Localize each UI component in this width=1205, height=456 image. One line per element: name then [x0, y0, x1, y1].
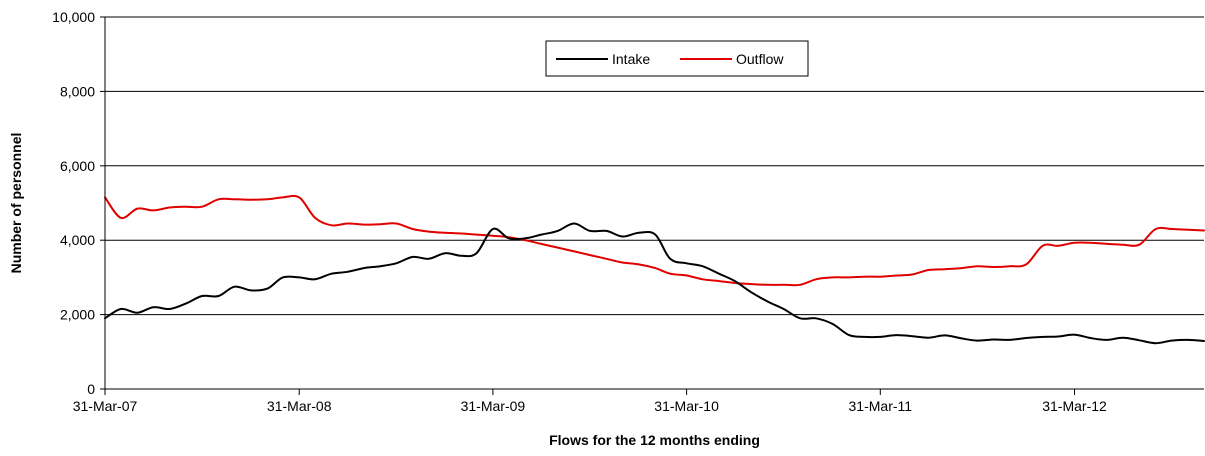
- x-tick-label: 31-Mar-11: [849, 398, 913, 414]
- x-tick-label: 31-Mar-12: [1042, 398, 1107, 414]
- y-tick-label: 2,000: [60, 307, 95, 323]
- series-line-intake: [104, 222, 1205, 345]
- series-line-outflow: [104, 194, 1205, 287]
- y-axis-ticks: 0 2,000 4,000 6,000 8,000 10,000: [52, 9, 105, 397]
- axes: [104, 17, 1204, 390]
- legend-label-outflow: Outflow: [736, 51, 784, 67]
- legend-label-intake: Intake: [612, 51, 650, 67]
- series-layer: [104, 194, 1205, 345]
- x-axis-ticks: 31-Mar-07 31-Mar-08 31-Mar-09 31-Mar-10 31-M…: [73, 389, 1107, 414]
- y-tick-label: 8,000: [60, 83, 95, 99]
- y-tick-label: 6,000: [60, 158, 95, 174]
- x-axis-title: Flows for the 12 months ending: [549, 432, 760, 448]
- gridlines: [105, 16, 1204, 316]
- legend: Intake Outflow: [545, 40, 809, 77]
- y-tick-label: 4,000: [60, 232, 95, 248]
- y-axis-title: Number of personnel: [8, 133, 24, 274]
- x-tick-label: 31-Mar-08: [267, 398, 332, 414]
- x-tick-label: 31-Mar-09: [461, 398, 526, 414]
- x-tick-label: 31-Mar-07: [73, 398, 138, 414]
- x-tick-label: 31-Mar-10: [654, 398, 719, 414]
- y-tick-label: 10,000: [52, 9, 95, 25]
- y-tick-label: 0: [87, 381, 95, 397]
